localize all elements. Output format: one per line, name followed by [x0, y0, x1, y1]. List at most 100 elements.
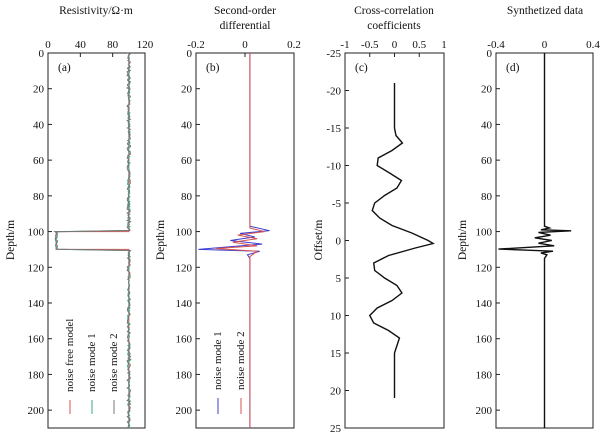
ytick-label: 60: [33, 155, 45, 167]
series-line-d-0: [498, 53, 572, 428]
panel-a-yticks: 0 20 40 60 80 100 120 140 160 180 200: [28, 48, 52, 417]
legend-label-b-noise-mode-1: noise mode 1: [212, 331, 224, 390]
ytick-label: 200: [476, 405, 493, 417]
panel-a-frame: [47, 52, 146, 429]
panel-c-title: Cross-correlation: [354, 5, 434, 17]
panel-b-title: Second-order: [214, 5, 276, 17]
panel-b-yticks: 0 20 40 60 80 100 120 140 160 180 200: [176, 48, 200, 417]
panel-c-xticks: -1 -0.5 0 0.5 1: [340, 39, 447, 57]
panel-d-ylabel: Depth/m: [457, 220, 469, 260]
ytick-label: 25: [330, 423, 342, 435]
xtick-label: 1: [441, 39, 447, 51]
panel-c-title-line2: coefficients: [367, 20, 421, 32]
panel-d-title: Synthetized data: [507, 5, 583, 17]
ytick-label: 100: [176, 227, 193, 239]
ytick-label: 160: [176, 334, 193, 346]
ytick-label: 120: [28, 262, 45, 274]
panel-b-series: [198, 53, 270, 428]
xtick-label: -1: [340, 39, 349, 51]
xtick-label: 0: [242, 39, 248, 51]
ytick-label: 100: [28, 227, 45, 239]
ytick-label: 80: [33, 191, 45, 203]
xtick-label: 0.5: [412, 39, 426, 51]
ytick-label: 40: [33, 119, 45, 131]
xtick-label: -0.2: [187, 39, 204, 51]
panel-d-series: [498, 53, 572, 428]
panel-c: Cross-correlation coefficients (c) Offse…: [313, 5, 447, 435]
ytick-label: 0: [39, 48, 45, 60]
ytick-label: 120: [476, 262, 493, 274]
ytick-label: 180: [28, 369, 45, 381]
ytick-label: 140: [476, 298, 493, 310]
panel-d: Synthetized data (d) Depth/m -0.4 0 0.4 0 2…: [457, 5, 600, 429]
panel-a-legend: noise free model noise mode 1 noise mode…: [64, 319, 120, 414]
panel-a: Resistivity/Ω·m (a) Depth/m 0 40 80 120 0 20…: [5, 5, 154, 429]
xtick-label: 120: [137, 39, 154, 51]
ytick-label: 20: [481, 84, 493, 96]
panel-b-ylabel: Depth/m: [155, 220, 167, 260]
ytick-label: 180: [176, 369, 193, 381]
ytick-label: 10: [330, 311, 342, 323]
xtick-label: 0: [392, 39, 398, 51]
panel-c-label: (c): [355, 62, 368, 74]
ytick-label: -10: [326, 161, 341, 173]
ytick-label: 40: [481, 119, 493, 131]
ytick-label: 200: [176, 405, 193, 417]
ytick-label: 80: [481, 191, 493, 203]
xtick-label: 0.4: [586, 39, 600, 51]
ytick-label: 140: [176, 298, 193, 310]
panel-d-xticks: -0.4 0 0.4: [487, 39, 600, 57]
panel-c-ylabel: Offset/m: [313, 220, 325, 261]
ytick-label: -15: [326, 123, 341, 135]
xtick-label: 0: [542, 39, 548, 51]
panel-a-series: [53, 52, 132, 429]
panel-b: Second-order differential (b) Depth/m -0…: [155, 5, 301, 429]
ytick-label: 60: [481, 155, 493, 167]
xtick-label: -0.5: [361, 39, 379, 51]
panel-d-label: (d): [506, 62, 520, 74]
ytick-label: -20: [326, 86, 341, 98]
xtick-label: 80: [107, 39, 119, 51]
panel-b-label: (b): [206, 62, 220, 74]
panel-c-series: [368, 83, 435, 398]
series-line-b-0: [198, 53, 270, 428]
ytick-label: 0: [336, 236, 342, 248]
panel-a-label: (a): [58, 62, 71, 74]
panel-b-legend: noise mode 1 noise mode 2: [212, 331, 247, 414]
series-line-c-0: [368, 83, 435, 398]
xtick-label: 0.2: [287, 39, 301, 51]
xtick-label: 40: [75, 39, 87, 51]
panel-b-xticks: -0.2 0 0.2: [187, 39, 301, 57]
ytick-label: 140: [28, 298, 45, 310]
panel-b-title-line2: differential: [220, 20, 271, 32]
ytick-label: 60: [181, 155, 193, 167]
series-line-a-2: [53, 52, 132, 429]
series-line-a-1: [53, 52, 132, 429]
ytick-label: 160: [28, 334, 45, 346]
ytick-label: 80: [181, 191, 193, 203]
panel-c-yticks: -25 -20 -15 -10 -5 0 5 10 15 20 25: [326, 48, 349, 435]
panel-d-yticks: 0 20 40 60 80 100 120 140 160 180 200: [476, 48, 500, 417]
ytick-label: 40: [181, 119, 193, 131]
legend-label-noise-free: noise free model: [64, 319, 76, 392]
ytick-label: 20: [330, 386, 342, 398]
panel-a-xticks: 0 40 80 120: [45, 39, 154, 57]
series-line-b-1: [215, 53, 265, 428]
legend-label-noise-mode-2: noise mode 2: [108, 333, 120, 392]
xtick-label: -0.4: [487, 39, 505, 51]
ytick-label: 5: [336, 273, 342, 285]
legend-label-b-noise-mode-2: noise mode 2: [235, 331, 247, 390]
ytick-label: 200: [28, 405, 45, 417]
ytick-label: 160: [476, 334, 493, 346]
ytick-label: 0: [187, 48, 193, 60]
legend-label-noise-mode-1: noise mode 1: [86, 333, 98, 392]
ytick-label: 20: [181, 84, 193, 96]
xtick-label: 0: [45, 39, 51, 51]
ytick-label: -25: [326, 48, 341, 60]
ytick-label: -5: [332, 198, 342, 210]
ytick-label: 180: [476, 369, 493, 381]
ytick-label: 15: [330, 348, 342, 360]
ytick-label: 20: [33, 84, 45, 96]
panel-a-ylabel: Depth/m: [5, 220, 17, 260]
